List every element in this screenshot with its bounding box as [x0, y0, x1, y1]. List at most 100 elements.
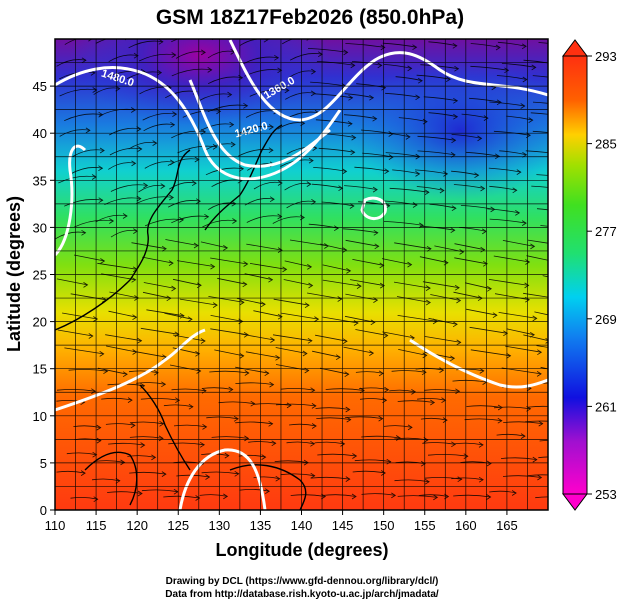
streamline: [535, 496, 548, 499]
streamline-arrow: [350, 62, 356, 69]
streamline: [397, 315, 438, 322]
streamline-arrow: [512, 187, 518, 194]
streamline-arrow: [422, 118, 428, 125]
streamline-arrow: [433, 494, 439, 501]
streamline-arrow: [92, 451, 98, 458]
streamline-arrow: [308, 282, 314, 289]
streamline-arrow: [407, 424, 413, 431]
streamline-arrow: [506, 352, 512, 359]
streamline-arrow: [333, 225, 339, 232]
streamline: [249, 89, 289, 97]
streamline: [172, 347, 200, 355]
streamline: [315, 407, 350, 410]
streamline-arrow: [430, 399, 436, 406]
streamline: [173, 424, 207, 428]
streamline: [238, 149, 273, 157]
streamline: [165, 239, 199, 246]
streamline: [129, 436, 164, 439]
streamline-arrow: [346, 268, 352, 274]
streamline-arrow: [157, 69, 163, 76]
streamline-arrow: [483, 115, 489, 121]
streamline-arrow: [204, 33, 208, 38]
streamline: [395, 461, 426, 465]
x-tick-label: 110: [45, 518, 66, 533]
streamline-arrow: [474, 172, 480, 179]
height-contours: [55, 39, 548, 510]
x-tick-label: 155: [414, 518, 436, 533]
streamline: [249, 263, 287, 270]
streamline: [393, 281, 431, 289]
x-tick-label: 150: [373, 518, 395, 533]
streamline-arrow: [130, 422, 136, 429]
streamline: [208, 296, 244, 303]
y-tick-label: 15: [33, 362, 47, 377]
streamline-arrow: [187, 316, 193, 323]
streamline-arrow: [268, 276, 274, 283]
streamline: [505, 345, 542, 353]
streamline: [424, 351, 455, 359]
streamline: [104, 197, 141, 205]
streamline: [109, 147, 142, 156]
streamline-arrow: [98, 165, 104, 172]
streamline-arrow: [451, 441, 457, 448]
streamline-arrow: [452, 321, 458, 328]
streamline-arrow: [351, 493, 357, 500]
streamline-arrow: [486, 460, 492, 467]
streamline: [316, 417, 351, 420]
contour-southeast: [178, 448, 267, 510]
streamline-arrow: [83, 282, 89, 288]
streamline: [417, 398, 446, 401]
streamline-arrow: [137, 146, 143, 152]
streamline: [207, 76, 243, 85]
streamline: [427, 454, 468, 457]
contour-south: [55, 328, 206, 412]
streamline-arrow: [205, 474, 211, 480]
streamline: [394, 242, 432, 250]
streamline: [313, 167, 347, 172]
streamline: [136, 196, 174, 204]
streamline: [530, 112, 548, 115]
streamline: [290, 494, 326, 497]
streamline-arrow: [377, 62, 383, 69]
streamline-arrow: [388, 154, 394, 160]
streamline-arrow: [286, 402, 292, 409]
streamline: [532, 75, 548, 78]
streamline-arrow: [207, 67, 213, 73]
streamline: [128, 40, 163, 49]
streamline: [97, 262, 138, 270]
streamline-arrow: [307, 337, 313, 344]
streamline-arrow: [348, 94, 354, 101]
streamline-arrow: [422, 352, 428, 359]
y-axis-label: Latitude (degrees): [4, 196, 24, 352]
streamline: [171, 39, 180, 43]
streamline-arrow: [88, 333, 94, 339]
streamline: [64, 199, 103, 207]
streamline-arrow: [532, 456, 538, 463]
streamline: [361, 435, 401, 439]
streamline-arrow: [88, 39, 93, 42]
streamline-arrow: [168, 260, 174, 266]
streamline-arrow: [85, 127, 91, 134]
streamline-arrow: [383, 332, 389, 339]
streamline: [542, 275, 548, 278]
streamline: [424, 477, 462, 480]
streamline-arrow: [503, 330, 509, 337]
streamline-arrow: [250, 400, 256, 407]
streamline-arrow: [352, 453, 358, 459]
streamline: [384, 200, 418, 206]
streamline-arrow: [453, 113, 459, 120]
streamline: [286, 200, 316, 209]
streamline-arrow: [99, 147, 105, 154]
streamline-arrow: [545, 338, 548, 344]
streamline-arrow: [450, 227, 456, 234]
streamline: [532, 101, 548, 104]
streamline: [59, 88, 97, 97]
streamline-arrow: [168, 194, 174, 201]
streamline: [108, 442, 145, 446]
streamline-arrow: [109, 218, 115, 224]
streamline: [325, 388, 365, 391]
streamline: [466, 308, 497, 316]
streamline: [275, 347, 307, 354]
streamline-arrow: [158, 39, 164, 45]
